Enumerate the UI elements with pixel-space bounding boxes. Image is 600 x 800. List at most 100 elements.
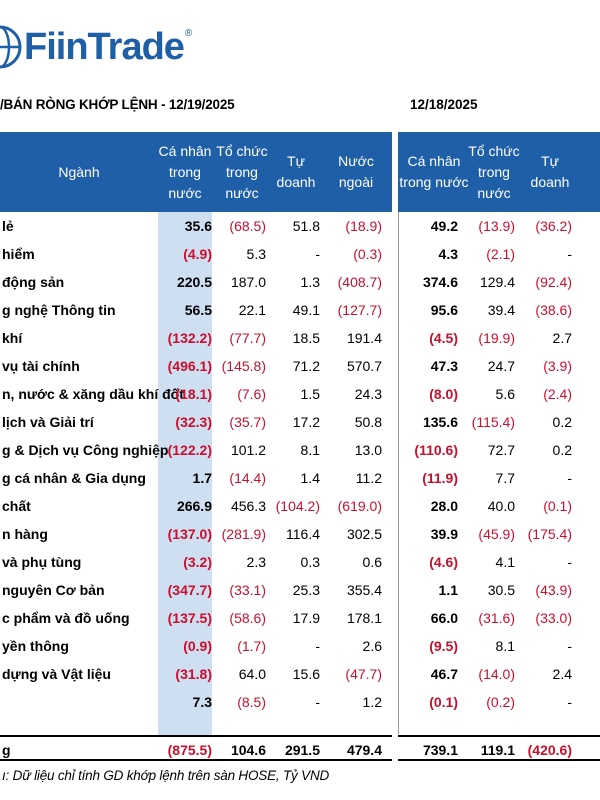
cell-previous-2: (0.1): [543, 498, 572, 514]
sector-name: g & Dịch vụ Công nghiệp: [2, 442, 169, 458]
table-row: g cá nhân & Gia dụng 1.7 (14.4) 1.4 11.2 (11.…: [0, 466, 600, 492]
cell-current-2: 1.4: [300, 470, 320, 486]
cell-current-3: (47.7): [345, 666, 382, 682]
table-row: n hàng (137.0) (281.9) 116.4 302.5 39.9 (45.9)…: [0, 522, 600, 548]
total-rule-top-left: [0, 735, 392, 737]
cell-previous-2: (36.2): [535, 218, 572, 234]
cell-previous-2: 2.4: [552, 666, 572, 682]
cell-current-2: 8.1: [300, 442, 320, 458]
header-proprietary: Tự doanh: [276, 153, 316, 190]
cell-previous-0: 46.7: [430, 666, 458, 682]
cell-current-1: 456.3: [230, 498, 266, 514]
cell-current-3: 50.8: [354, 414, 382, 430]
cell-current-3: 302.5: [346, 526, 382, 542]
cell-previous-1: 39.4: [487, 302, 515, 318]
cell-current-0: (496.1): [167, 358, 212, 374]
sector-name: nguyên Cơ bản: [2, 582, 105, 598]
cell-previous-1: 40.0: [487, 498, 515, 514]
cell-previous-2: -: [567, 246, 572, 262]
table-row: dựng và Vật liệu (31.8) 64.0 15.6 (47.7) 46.7…: [0, 662, 600, 688]
sector-name: g: [2, 742, 11, 758]
cell-current-2: 17.2: [292, 414, 320, 430]
cell-previous-2: (175.4): [527, 526, 572, 542]
cell-current-3: (619.0): [337, 498, 382, 514]
sector-name: hiểm: [2, 246, 35, 262]
table-row: khí (132.2) (77.7) 18.5 191.4 (4.5) (19.9) 2.7: [0, 326, 600, 352]
cell-previous-0: (9.5): [429, 638, 458, 654]
cell-current-0: (875.5): [167, 742, 212, 758]
total-row: g (875.5) 104.6 291.5 479.4 739.1 119.1 (420.6)…: [0, 738, 600, 764]
cell-previous-2: (2.4): [543, 386, 572, 402]
cell-current-2: -: [315, 638, 320, 654]
header-proprietary-prev: Tự doanh: [530, 153, 570, 190]
cell-current-1: (33.1): [229, 582, 266, 598]
table-row: 7.3 (8.5) - 1.2 (0.1) (0.2) -: [0, 690, 600, 716]
cell-current-1: 22.1: [238, 302, 266, 318]
cell-previous-0: 47.3: [430, 358, 458, 374]
cell-previous-0: 28.0: [430, 498, 458, 514]
table-row: lẻ 35.6 (68.5) 51.8 (18.9) 49.2 (13.9) (36.2): [0, 214, 600, 240]
sector-name: g nghệ Thông tin: [2, 302, 116, 318]
sector-name: dựng và Vật liệu: [2, 666, 111, 682]
cell-previous-2: -: [567, 638, 572, 654]
cell-previous-1: (2.1): [486, 246, 515, 262]
cell-previous-2: 0.2: [552, 442, 572, 458]
cell-current-2: (104.2): [275, 498, 320, 514]
cell-previous-2: (33.0): [535, 610, 572, 626]
cell-current-2: 0.3: [300, 554, 320, 570]
cell-current-3: 178.1: [346, 610, 382, 626]
cell-previous-1: (14.0): [478, 666, 515, 682]
table-row: và phụ tùng (3.2) 2.3 0.3 0.6 (4.6) 4.1 -: [0, 550, 600, 576]
cell-current-0: (3.2): [183, 554, 212, 570]
table-header-left: Ngành Cá nhân trong nước Tổ chức trong nước…: [0, 132, 392, 212]
header-individual: Cá nhân trong nước: [158, 142, 212, 201]
cell-previous-2: -: [567, 470, 572, 486]
cell-current-3: (408.7): [337, 274, 382, 290]
cell-previous-0: 135.6: [422, 414, 458, 430]
table-row: vụ tài chính (496.1) (145.8) 71.2 570.7 47.3 2…: [0, 354, 600, 380]
cell-previous-0: 49.2: [430, 218, 458, 234]
sector-name: động sản: [2, 274, 65, 290]
table-row: g nghệ Thông tin 56.5 22.1 49.1 (127.7) 95.6 3…: [0, 298, 600, 324]
brand-name: FiinTrade: [24, 25, 185, 68]
cell-current-2: -: [315, 694, 320, 710]
cell-previous-0: 374.6: [422, 274, 458, 290]
header-individual-prev: Cá nhân trong nước: [399, 153, 469, 190]
sector-name: khí: [2, 330, 23, 346]
cell-current-3: 2.6: [362, 638, 382, 654]
header-sector: Ngành: [58, 163, 100, 180]
cell-current-0: (0.9): [183, 638, 212, 654]
cell-previous-1: 5.6: [495, 386, 515, 402]
cell-current-0: 220.5: [176, 274, 212, 290]
period-divider: [398, 212, 399, 734]
cell-current-1: (58.6): [229, 610, 266, 626]
cell-current-3: (18.9): [345, 218, 382, 234]
cell-current-2: 1.5: [300, 386, 320, 402]
cell-previous-2: -: [567, 554, 572, 570]
total-rule-bottom-left: [0, 759, 392, 761]
sector-name: yền thông: [2, 638, 69, 654]
cell-current-2: -: [315, 246, 320, 262]
cell-current-2: 17.9: [292, 610, 320, 626]
cell-current-1: 101.2: [230, 442, 266, 458]
cell-previous-1: (31.6): [478, 610, 515, 626]
table-row: nguyên Cơ bản (347.7) (33.1) 25.3 355.4 1.1 30…: [0, 578, 600, 604]
cell-previous-1: 8.1: [495, 638, 515, 654]
cell-current-3: (127.7): [337, 302, 382, 318]
cell-previous-2: (420.6): [527, 742, 572, 758]
header-separator: [392, 132, 398, 212]
table-row: động sản 220.5 187.0 1.3 (408.7) 374.6 129.4 (9…: [0, 270, 600, 296]
table-row: g & Dịch vụ Công nghiệp (122.2) 101.2 8.1 13…: [0, 438, 600, 464]
cell-current-3: 191.4: [346, 330, 382, 346]
cell-previous-1: (45.9): [478, 526, 515, 542]
cell-current-0: 1.7: [192, 470, 212, 486]
cell-current-0: (137.0): [167, 526, 212, 542]
cell-current-0: 7.3: [192, 694, 212, 710]
cell-current-2: 49.1: [292, 302, 320, 318]
table-row: yền thông (0.9) (1.7) - 2.6 (9.5) 8.1 -: [0, 634, 600, 660]
total-rule-top-right: [398, 735, 600, 737]
cell-current-1: (145.8): [221, 358, 266, 374]
cell-current-1: (14.4): [229, 470, 266, 486]
cell-previous-2: -: [567, 694, 572, 710]
table-header-right: Cá nhân trong nước Tổ chức trong nước Tự do…: [398, 132, 600, 212]
